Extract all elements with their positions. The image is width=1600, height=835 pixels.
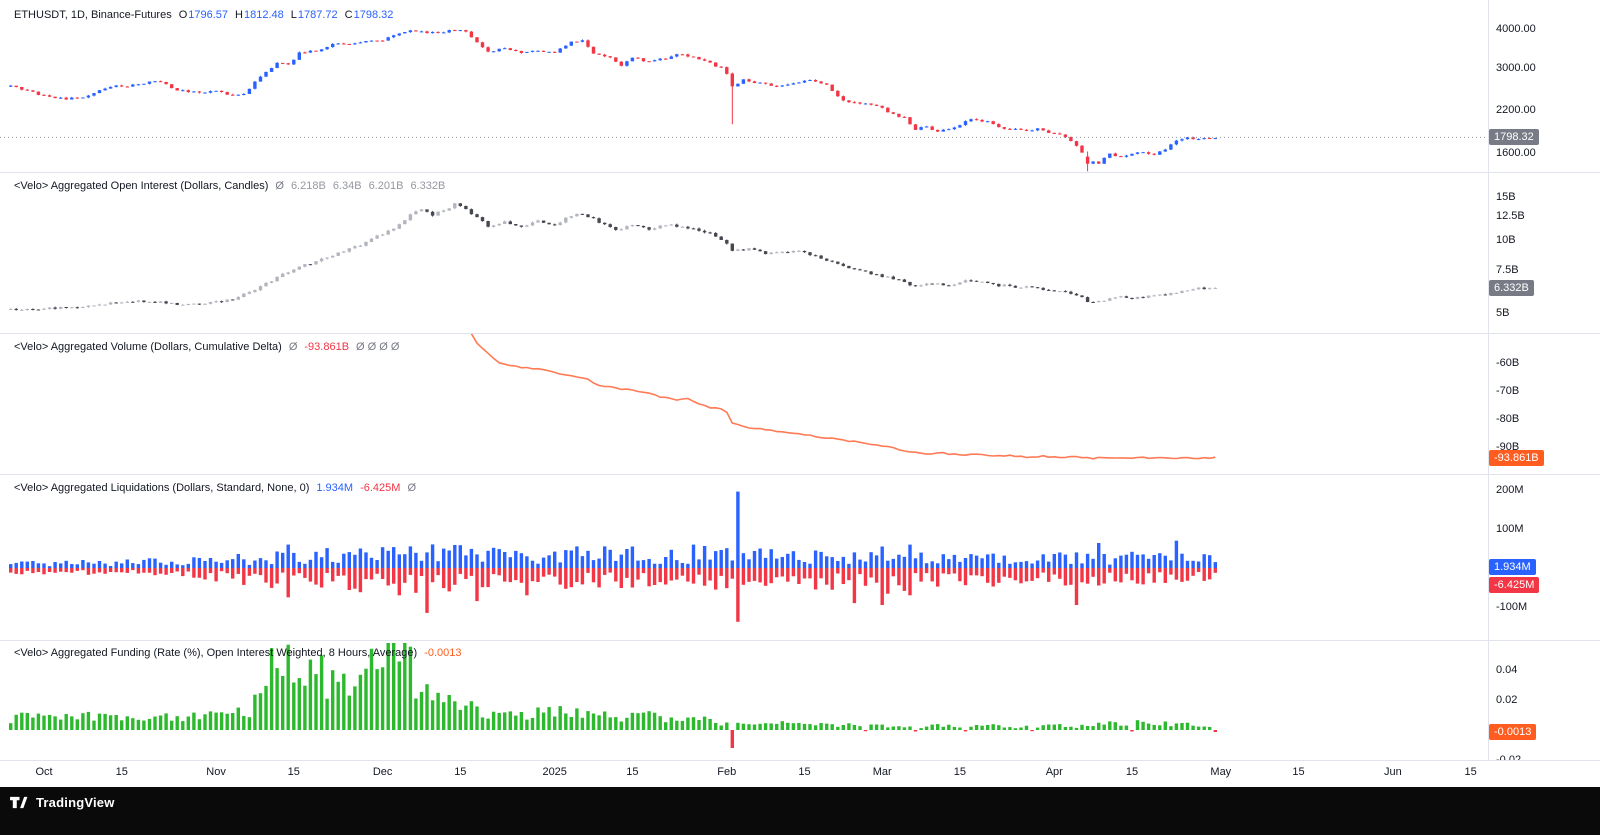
time-axis-label: Feb xyxy=(717,766,737,778)
time-axis-label: May xyxy=(1210,766,1232,778)
y-axis-tick: 7.5B xyxy=(1496,264,1519,277)
funding-rate-value: -0.0013 xyxy=(424,647,462,659)
pane-resize-handle[interactable] xyxy=(0,474,1600,475)
oi-open-value: 6.218B xyxy=(290,180,326,192)
cumulative-delta-value: -93.861B xyxy=(304,341,350,353)
pane-resize-handle[interactable] xyxy=(0,172,1600,173)
no-value-symbol: Ø xyxy=(275,180,284,192)
y-axis-tick: 5B xyxy=(1496,306,1510,319)
y-axis-tick: -80B xyxy=(1496,413,1520,425)
funding-pane-canvas[interactable] xyxy=(0,640,1488,760)
time-axis-label: 15 xyxy=(115,766,128,778)
y-axis-tick: 200M xyxy=(1496,484,1524,496)
open-interest-legend[interactable]: <Velo> Aggregated Open Interest (Dollars… xyxy=(14,180,445,192)
oi-close-value: 6.332B xyxy=(410,180,446,192)
axis-value-badge: -93.861B xyxy=(1489,449,1544,466)
oi-high-value: 6.34B xyxy=(332,180,362,192)
liquidations-legend[interactable]: <Velo> Aggregated Liquidations (Dollars,… xyxy=(14,482,416,494)
time-axis-label: Oct xyxy=(35,766,53,778)
time-axis-label: Apr xyxy=(1045,766,1063,778)
no-value-symbols: Ø Ø Ø Ø xyxy=(356,341,400,353)
indicator-title[interactable]: <Velo> Aggregated Funding (Rate (%), Ope… xyxy=(14,647,418,659)
y-axis-tick: 2200.00 xyxy=(1496,104,1536,117)
time-axis-label: Dec xyxy=(372,766,393,778)
indicator-title[interactable]: <Velo> Aggregated Volume (Dollars, Cumul… xyxy=(14,341,282,353)
y-axis-tick: 12.5B xyxy=(1496,210,1525,223)
y-axis-tick: 10B xyxy=(1496,233,1516,246)
y-axis-tick: -100M xyxy=(1496,601,1528,613)
short-liquidations-value: -6.425M xyxy=(360,482,401,494)
y-axis-tick: 4000.00 xyxy=(1496,23,1536,36)
axis-value-badge: -0.0013 xyxy=(1489,723,1537,740)
time-axis-label: Jun xyxy=(1384,766,1402,778)
oi-low-value: 6.201B xyxy=(368,180,404,192)
ohlc-high: H 1812.48 xyxy=(235,9,284,21)
y-axis-tick: 1600.00 xyxy=(1496,147,1536,160)
tradingview-logo-icon xyxy=(10,796,28,809)
time-axis-label: 2025 xyxy=(542,766,567,778)
no-value-symbol: Ø xyxy=(288,341,298,353)
axis-value-badge: 1798.32 xyxy=(1489,129,1539,146)
time-axis-label: 15 xyxy=(454,766,467,778)
pane-resize-handle[interactable] xyxy=(0,640,1600,641)
y-axis-tick: -70B xyxy=(1496,385,1520,397)
time-axis-label: 15 xyxy=(626,766,639,778)
volume-delta-legend[interactable]: <Velo> Aggregated Volume (Dollars, Cumul… xyxy=(14,341,399,353)
time-axis-label: 15 xyxy=(798,766,811,778)
liquidations-pane-canvas[interactable] xyxy=(0,474,1488,640)
ohlc-close: C 1798.32 xyxy=(344,9,394,21)
axis-value-badge: 1.934M xyxy=(1489,559,1536,576)
ohlc-open: O 1796.57 xyxy=(178,9,229,21)
pane-resize-handle[interactable] xyxy=(0,333,1600,334)
axis-value-badge: -6.425M xyxy=(1489,576,1540,593)
long-liquidations-value: 1.934M xyxy=(316,482,354,494)
time-axis-label: 15 xyxy=(1464,766,1477,778)
y-axis-tick: 0.02 xyxy=(1496,694,1518,706)
time-axis-label: Mar xyxy=(872,766,892,778)
y-axis-tick: -60B xyxy=(1496,357,1520,369)
symbol-description[interactable]: ETHUSDT, 1D, Binance-Futures xyxy=(14,9,172,21)
funding-legend[interactable]: <Velo> Aggregated Funding (Rate (%), Ope… xyxy=(14,647,461,659)
tradingview-logo-link[interactable]: TradingView xyxy=(10,794,115,811)
ohlc-low: L 1787.72 xyxy=(290,9,338,21)
y-axis-tick: 0.04 xyxy=(1496,664,1518,676)
tradingview-logo-text: TradingView xyxy=(36,795,115,810)
time-axis-label: 15 xyxy=(1292,766,1305,778)
time-axis-label: 15 xyxy=(287,766,300,778)
time-axis-label: 15 xyxy=(1125,766,1139,778)
indicator-title[interactable]: <Velo> Aggregated Open Interest (Dollars… xyxy=(14,180,269,192)
indicator-title[interactable]: <Velo> Aggregated Liquidations (Dollars,… xyxy=(14,482,310,494)
y-axis-tick: 15B xyxy=(1496,191,1516,203)
bottom-toolbar: TradingView xyxy=(0,787,1600,835)
open-interest-pane-canvas[interactable] xyxy=(0,172,1488,333)
price-pane-canvas[interactable] xyxy=(0,0,1488,172)
time-axis-label: Nov xyxy=(206,766,226,778)
y-axis-tick: 100M xyxy=(1496,523,1524,535)
price-scale[interactable]: 4000.00 3000.00 2200.00 1600.00 15B 12.5B 10B 7… xyxy=(1488,0,1600,766)
time-axis-label: 15 xyxy=(953,766,967,778)
y-axis-tick: 3000.00 xyxy=(1496,62,1536,74)
axis-value-badge: 6.332B xyxy=(1489,280,1534,297)
volume-delta-pane-canvas[interactable] xyxy=(0,333,1488,474)
time-scale[interactable]: Oct 15 Nov 15 Dec 15 2025 15 Feb 15 Mar 15 Apr 15 May 1… xyxy=(0,760,1600,787)
no-value-symbol: Ø xyxy=(407,482,416,494)
